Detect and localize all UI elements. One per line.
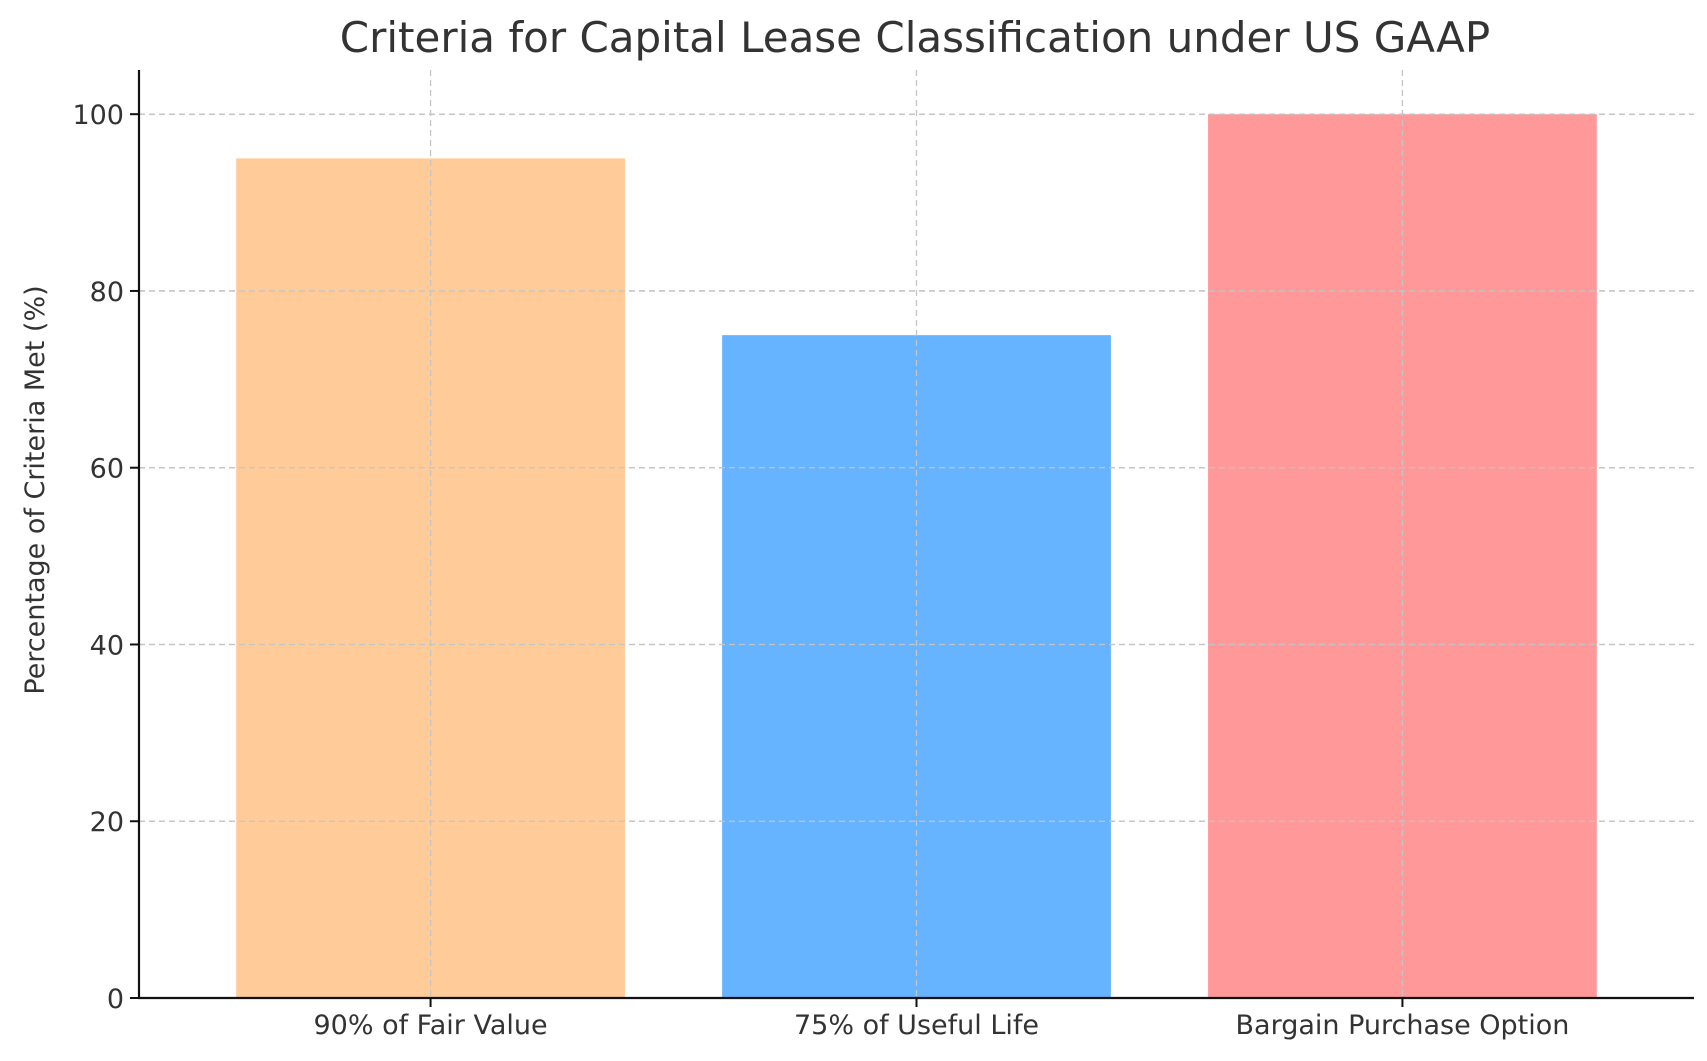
- y-tick-label: 40: [90, 630, 124, 661]
- grid-front-layer: [139, 70, 1694, 998]
- chart-title: Criteria for Capital Lease Classificatio…: [340, 13, 1491, 62]
- x-tick-label: 75% of Useful Life: [794, 1010, 1039, 1041]
- y-tick-label: 80: [90, 277, 124, 308]
- bar: [236, 158, 625, 998]
- y-axis-title: Percentage of Criteria Met (%): [20, 285, 51, 694]
- ticks-layer: 0 20 40 60 80 100 90% of Fair Value 75% of Usef…: [72, 100, 1569, 1041]
- y-tick-label: 0: [107, 984, 124, 1015]
- x-tick-label: 90% of Fair Value: [313, 1010, 547, 1041]
- y-tick-label: 100: [72, 100, 124, 131]
- y-tick-label: 60: [90, 454, 124, 485]
- y-tick-label: 20: [90, 807, 124, 838]
- x-tick-label: Bargain Purchase Option: [1236, 1010, 1570, 1041]
